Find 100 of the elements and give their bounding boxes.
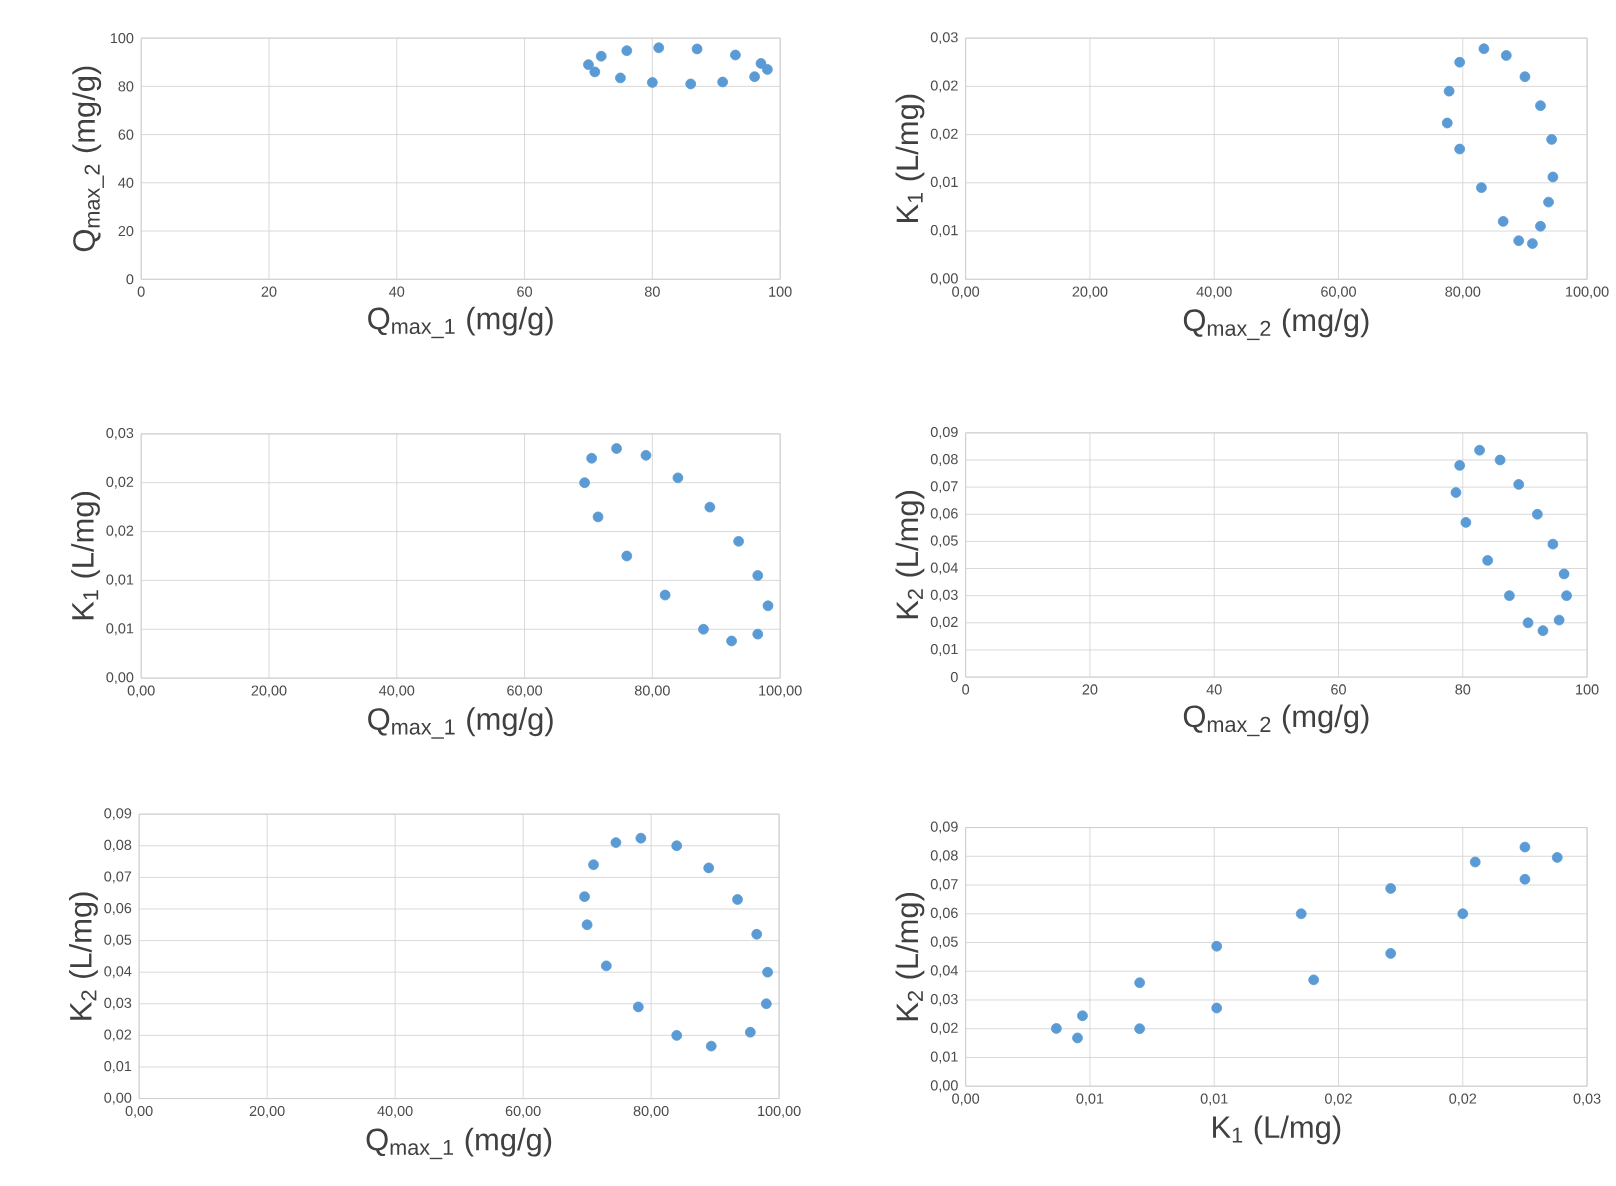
- y-tick-label: 60: [118, 129, 134, 140]
- point: [744, 1026, 756, 1038]
- point: [704, 501, 716, 513]
- point: [726, 635, 737, 647]
- point: [1077, 1010, 1088, 1022]
- point: [1482, 554, 1494, 566]
- point: [1454, 459, 1466, 471]
- x-tick-label: 0: [137, 286, 145, 297]
- point: [1497, 215, 1509, 227]
- x-tick-label: 0,01: [1200, 1093, 1228, 1106]
- x-tick-label: 80: [644, 286, 660, 297]
- y-axis-title: K$_{2}$ (L/mg): [69, 892, 98, 1020]
- y-tick-label: 0,01: [930, 1051, 958, 1064]
- x-tick-label: 0,00: [127, 685, 155, 698]
- x-tick-label: 60: [1331, 684, 1346, 695]
- point: [733, 535, 744, 547]
- point: [579, 891, 590, 902]
- point: [730, 49, 741, 61]
- y-tick-label: 0,01: [106, 623, 134, 636]
- point: [1454, 56, 1466, 68]
- point: [698, 623, 709, 635]
- point: [1441, 117, 1453, 129]
- point: [1385, 883, 1397, 894]
- y-axis-title: K$_{2}$ (L/mg): [895, 491, 925, 619]
- y-axis-title: Q$_{max_2}$ (mg/g): [72, 66, 104, 252]
- x-tick-label: 100,00: [758, 1105, 801, 1118]
- x-tick-label: 0,01: [1076, 1093, 1104, 1106]
- y-tick-label: 20: [118, 225, 134, 237]
- point: [589, 66, 601, 78]
- point: [1450, 487, 1462, 498]
- point: [762, 600, 774, 612]
- x-tick-label: 80: [1455, 684, 1471, 695]
- point: [1532, 508, 1543, 520]
- y-tick-label: 0,08: [930, 453, 958, 466]
- y-tick-label: 0,04: [930, 965, 958, 978]
- y-tick-label: 0,09: [930, 821, 958, 834]
- point: [1527, 238, 1538, 249]
- y-tick-label: 0,01: [106, 574, 134, 587]
- x-tick-label: 0,00: [952, 1093, 980, 1106]
- point: [755, 58, 767, 69]
- x-tick-label: 20: [1082, 684, 1098, 695]
- point: [1295, 908, 1307, 920]
- x-tick-label: 40,00: [1196, 286, 1232, 299]
- y-tick-label: 0,00: [930, 1080, 958, 1093]
- x-tick-label: 40,00: [377, 1105, 413, 1118]
- y-tick-label: 0,03: [930, 32, 958, 44]
- point: [600, 960, 612, 972]
- point: [691, 43, 703, 55]
- y-tick-label: 0: [950, 671, 958, 683]
- point: [632, 1001, 644, 1013]
- point: [1543, 196, 1554, 208]
- point: [762, 64, 773, 75]
- point: [760, 998, 772, 1010]
- x-tick-label: 80,00: [1445, 286, 1481, 299]
- y-axis-title: K$_{1}$ (L/mg): [71, 492, 100, 620]
- x-tick-label: 40,00: [379, 685, 415, 698]
- point: [586, 452, 598, 464]
- x-tick-label: 60,00: [507, 685, 543, 698]
- point: [1547, 538, 1559, 550]
- point: [1551, 852, 1563, 863]
- y-tick-label: 0,06: [930, 508, 958, 521]
- y-tick-label: 0,00: [930, 273, 958, 286]
- y-tick-label: 0,06: [930, 907, 958, 920]
- y-tick-label: 0,03: [930, 589, 958, 602]
- point: [1385, 948, 1397, 959]
- x-axis-title: Q$_{max_1}$ (mg/g): [368, 306, 553, 339]
- y-tick-label: 0,01: [930, 176, 958, 189]
- point: [1535, 100, 1546, 111]
- y-tick-label: 0,02: [930, 80, 958, 93]
- x-axis-title: Q$_{max_2}$ (mg/g): [1183, 308, 1369, 341]
- y-tick-label: 0,03: [104, 997, 132, 1010]
- point: [621, 550, 633, 562]
- point: [1476, 182, 1487, 193]
- point: [752, 570, 764, 581]
- point: [752, 628, 764, 640]
- x-tick-label: 80,00: [634, 685, 670, 698]
- point: [703, 862, 715, 874]
- point: [732, 894, 743, 905]
- y-tick-label: 0,07: [930, 481, 958, 493]
- y-tick-label: 0,00: [106, 672, 134, 684]
- point: [1478, 43, 1490, 55]
- point: [1537, 625, 1549, 636]
- y-tick-label: 0,07: [104, 871, 132, 884]
- point: [647, 77, 658, 88]
- y-tick-label: 0,05: [930, 936, 958, 949]
- point: [581, 919, 593, 931]
- point: [1519, 841, 1531, 853]
- y-tick-label: 0,08: [104, 839, 132, 852]
- y-tick-label: 40: [118, 177, 134, 188]
- y-tick-label: 0,04: [104, 966, 132, 979]
- x-tick-label: 0: [962, 684, 970, 695]
- point: [1553, 614, 1565, 626]
- point: [1051, 1023, 1062, 1034]
- point: [579, 477, 590, 488]
- point: [1547, 171, 1559, 183]
- y-tick-label: 0,01: [104, 1060, 132, 1073]
- x-axis-title: K$_{1}$ (L/mg): [1213, 1115, 1341, 1145]
- point: [1513, 235, 1525, 246]
- y-axis-title: K$_{1}$ (L/mg): [895, 94, 925, 222]
- point: [611, 443, 622, 454]
